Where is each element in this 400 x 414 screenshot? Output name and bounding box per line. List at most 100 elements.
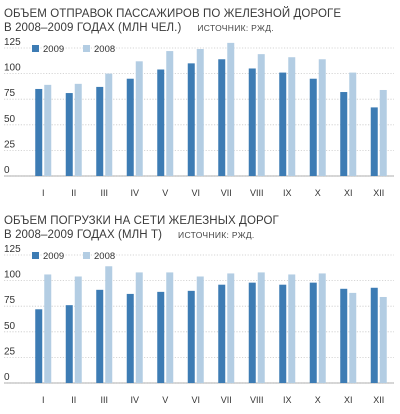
passenger-y-tick-label: 75	[4, 88, 16, 99]
freight-x-tick-label: VII	[221, 395, 232, 405]
freight-chart-source: ИСТОЧНИК: РЖД.	[178, 230, 255, 240]
freight-bar-2008	[166, 272, 174, 383]
freight-bar-2008	[318, 273, 326, 383]
passenger-x-tick-label: XII	[373, 188, 384, 198]
passenger-x-tick-label: VII	[221, 188, 232, 198]
passenger-bar-2009	[248, 68, 256, 176]
freight-bar-2008	[288, 274, 296, 383]
passenger-x-tick-label: I	[42, 188, 45, 198]
freight-y-tick-label: 50	[4, 321, 16, 332]
freight-bar-2008	[227, 273, 235, 383]
freight-bar-2009	[248, 282, 256, 383]
passenger-x-tick-label: XI	[344, 188, 353, 198]
passenger-x-tick-label: IV	[130, 188, 139, 198]
freight-bar-2009	[126, 293, 134, 383]
passenger-bar-2008	[227, 42, 235, 176]
passenger-bar-2008	[288, 57, 296, 176]
freight-bar-2009	[370, 287, 378, 383]
passenger-bar-2008	[196, 49, 204, 176]
freight-x-tick-label: III	[100, 395, 108, 405]
freight-bar-2008	[349, 292, 357, 383]
freight-bar-2008	[74, 276, 82, 383]
passenger-x-tick-label: VIII	[250, 188, 264, 198]
passenger-x-tick-label: IX	[283, 188, 292, 198]
freight-y-tick-label: 25	[4, 346, 16, 357]
passenger-bar-2009	[309, 78, 317, 176]
freight-x-tick-label: V	[162, 395, 168, 405]
passenger-y-tick-label: 0	[4, 165, 10, 176]
freight-chart-title: ОБЪЕМ ПОГРУЗКИ НА СЕТИ ЖЕЛЕЗНЫХ ДОРОГ В …	[4, 214, 279, 242]
freight-y-tick-label: 75	[4, 295, 16, 306]
freight-legend-label: 2009	[43, 251, 64, 262]
passenger-legend-label: 2008	[94, 44, 115, 55]
passenger-y-tick-label: 50	[4, 114, 16, 125]
passenger-chart-title-line1: ОБЪЕМ ОТПРАВОК ПАССАЖИРОВ ПО ЖЕЛЕЗНОЙ ДО…	[4, 8, 342, 20]
freight-y-tick-label: 0	[4, 372, 10, 383]
freight-chart-title-line2: В 2008–2009 ГОДАХ (МЛН Т) ИСТОЧНИК: РЖД.	[4, 228, 279, 242]
freight-bar-2009	[187, 290, 195, 383]
freight-bar-2008	[257, 272, 265, 383]
freight-bar-2008	[44, 274, 52, 383]
freight-x-tick-label: IV	[130, 395, 139, 405]
passenger-bar-2009	[279, 72, 287, 176]
passenger-bar-2009	[96, 86, 104, 176]
freight-bar-2008	[105, 266, 113, 383]
freight-bar-2009	[340, 288, 348, 383]
passenger-bar-2008	[166, 51, 174, 176]
freight-x-tick-label: IX	[283, 395, 292, 405]
passenger-bar-2008	[349, 72, 357, 176]
passenger-legend-label: 2009	[43, 44, 64, 55]
passenger-x-tick-label: III	[100, 188, 108, 198]
freight-bar-2009	[157, 291, 165, 383]
freight-y-tick-label: 125	[4, 244, 21, 255]
freight-x-tick-label: I	[42, 395, 45, 405]
freight-chart-title-line1: ОБЪЕМ ПОГРУЗКИ НА СЕТИ ЖЕЛЕЗНЫХ ДОРОГ	[4, 215, 279, 227]
passenger-bar-2008	[74, 83, 82, 176]
passenger-bar-2009	[370, 107, 378, 176]
passenger-bar-2009	[35, 88, 43, 176]
freight-bar-2008	[196, 276, 204, 383]
passenger-chart-title-text: В 2008–2009 ГОДАХ (МЛН ЧЕЛ.)	[4, 22, 182, 34]
passenger-legend-swatch	[32, 45, 39, 52]
passenger-bar-2009	[65, 93, 73, 176]
passenger-x-tick-label: II	[71, 188, 76, 198]
passenger-bar-2008	[318, 59, 326, 176]
freight-legend-swatch	[32, 252, 39, 259]
passenger-bar-2009	[126, 78, 134, 176]
passenger-y-tick-label: 100	[4, 63, 21, 74]
freight-bar-2008	[379, 296, 387, 383]
passenger-bar-2008	[135, 61, 143, 177]
passenger-y-tick-label: 125	[4, 37, 21, 48]
passenger-bar-2008	[257, 54, 265, 177]
passenger-chart-panel: 0 25 50 75 100 125 2009 2008 I II III IV V VI VII VIII I…	[4, 7, 394, 198]
passenger-y-tick-label: 25	[4, 139, 16, 150]
freight-x-tick-label: II	[71, 395, 76, 405]
passenger-bar-2008	[44, 84, 52, 176]
freight-y-tick-label: 100	[4, 270, 21, 281]
passenger-chart-source: ИСТОЧНИК: РЖД.	[197, 23, 274, 33]
passenger-bar-2008	[105, 73, 113, 176]
freight-x-tick-label: VI	[191, 395, 200, 405]
passenger-x-tick-label: VI	[191, 188, 200, 198]
passenger-chart-title: ОБЪЕМ ОТПРАВОК ПАССАЖИРОВ ПО ЖЕЛЕЗНОЙ ДО…	[4, 7, 341, 35]
passenger-bar-2008	[379, 89, 387, 176]
freight-bar-2009	[65, 305, 73, 383]
freight-chart-title-text: В 2008–2009 ГОДАХ (МЛН Т)	[4, 229, 163, 241]
passenger-legend-swatch	[83, 45, 90, 52]
freight-bar-2008	[135, 272, 143, 383]
freight-bar-2009	[218, 284, 226, 383]
passenger-bar-2009	[340, 92, 348, 176]
freight-bar-2009	[309, 282, 317, 383]
freight-x-tick-label: X	[315, 395, 321, 405]
freight-x-tick-label: VIII	[250, 395, 264, 405]
passenger-bar-2009	[157, 69, 165, 176]
freight-x-tick-label: XI	[344, 395, 353, 405]
passenger-x-tick-label: V	[162, 188, 168, 198]
freight-chart-panel: 0 25 50 75 100 125 2009 2008 I II III IV V VI VII VIII I…	[0, 207, 400, 414]
passenger-bar-2009	[218, 59, 226, 176]
freight-legend-swatch	[83, 252, 90, 259]
passenger-bar-2009	[187, 63, 195, 176]
